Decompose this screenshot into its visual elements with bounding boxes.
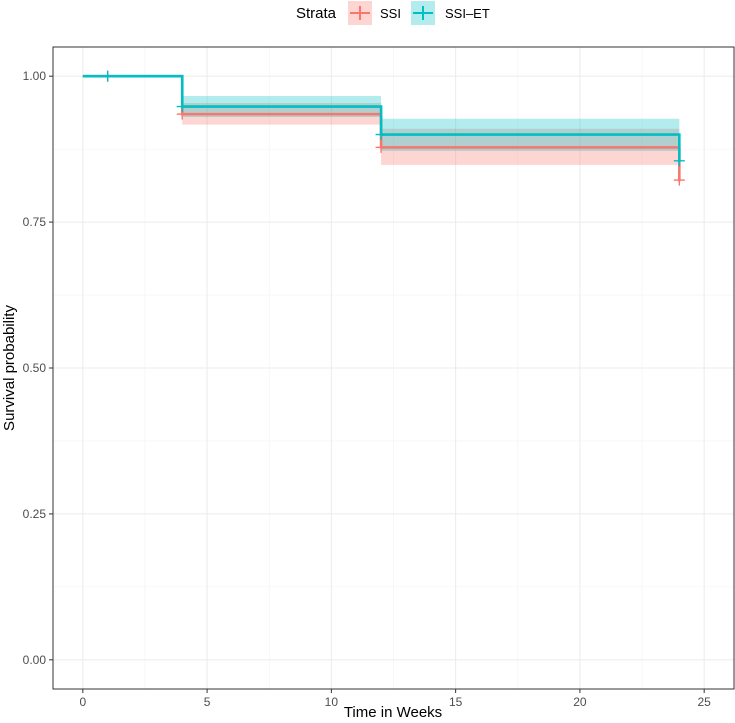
y-tick-label: 0.25	[23, 507, 47, 521]
x-tick-label: 0	[79, 695, 86, 709]
legend-title: Strata	[296, 5, 337, 22]
y-tick-label: 0.75	[23, 215, 47, 229]
x-tick-label: 15	[449, 695, 463, 709]
legend-key-ssi-et	[411, 1, 435, 25]
legend-label-ssi-et: SSI–ET	[445, 6, 490, 21]
plot-panel	[53, 47, 734, 689]
x-axis-title: Time in Weeks	[344, 704, 442, 721]
x-tick-label: 5	[204, 695, 211, 709]
y-tick-label: 1.00	[23, 69, 47, 83]
x-tick-label: 25	[697, 695, 711, 709]
y-axis-title: Survival probability	[1, 305, 18, 431]
y-tick-label: 0.00	[23, 653, 47, 667]
x-tick-label: 10	[325, 695, 339, 709]
x-tick-label: 20	[573, 695, 587, 709]
legend-key-ssi	[348, 1, 372, 25]
y-tick-label: 0.50	[23, 361, 47, 375]
y-axis: 0.00 0.25 0.50 0.75 1.00	[23, 69, 53, 667]
legend: Strata SSI SSI–ET	[296, 1, 490, 25]
legend-label-ssi: SSI	[380, 6, 401, 21]
